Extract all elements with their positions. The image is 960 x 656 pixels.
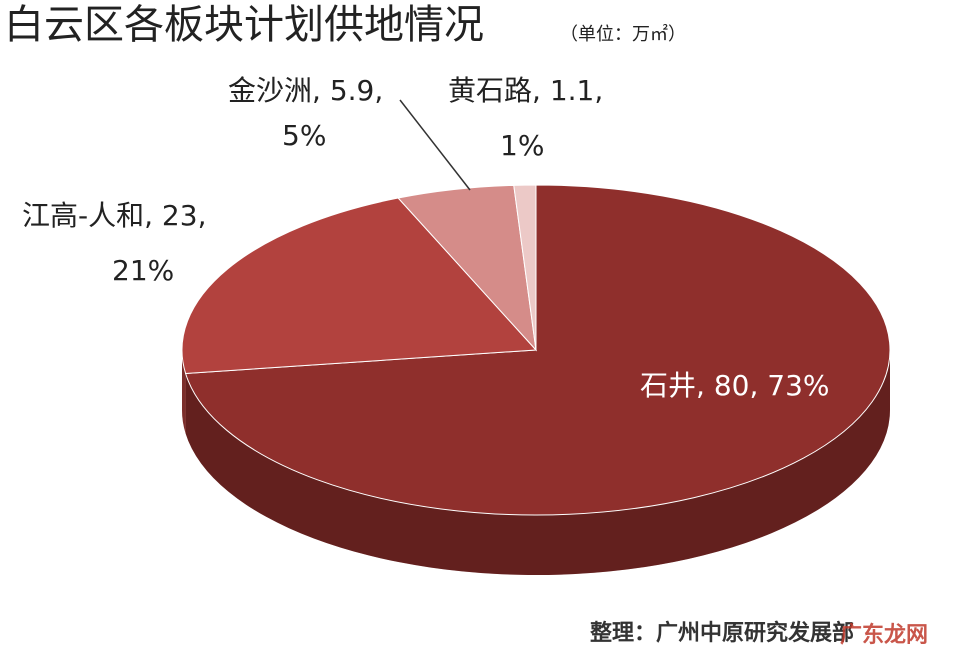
- label-percent: 73%: [767, 369, 829, 402]
- pie-slice: [513, 184, 537, 351]
- label-value: 23: [162, 199, 198, 232]
- pie-side-shade: [185, 350, 891, 576]
- label-separator: ,: [532, 74, 550, 107]
- label-name: 金沙洲: [228, 74, 312, 107]
- label-value: 80: [714, 369, 750, 402]
- labels: 石井, 80, 73% 江高-人和, 23, 21% 金沙洲, 5.9, 5% 黄石路…: [22, 74, 830, 402]
- pie-slice: [184, 184, 891, 516]
- source: 整理：广州中原研究发展部: [590, 620, 854, 646]
- label-value: 1.1: [550, 74, 595, 107]
- label-separator: ,: [696, 369, 714, 402]
- pie-slice: [181, 197, 538, 375]
- pie: [181, 184, 891, 576]
- label-percent: 21%: [112, 254, 174, 287]
- pie-side: [185, 350, 891, 576]
- data-label: 黄石路, 1.1,: [448, 74, 603, 107]
- leader-line: [399, 99, 471, 191]
- chart-title: 白云区各板块计划供地情况: [4, 2, 484, 48]
- label-separator: ,: [594, 74, 603, 107]
- label-name: 黄石路: [448, 74, 532, 107]
- watermark: 广东龙网: [840, 622, 928, 648]
- label-percent: 1%: [500, 129, 544, 162]
- label-separator: ,: [198, 199, 207, 232]
- label-separator: ,: [374, 74, 383, 107]
- label-separator: ,: [144, 199, 162, 232]
- label-percent: 5%: [282, 119, 326, 152]
- data-label: 金沙洲, 5.9,: [228, 74, 383, 107]
- label-name: 江高-人和: [22, 199, 144, 232]
- label-value: 5.9: [330, 74, 375, 107]
- data-label: 石井, 80, 73%: [640, 369, 830, 402]
- label-name: 石井: [640, 369, 696, 402]
- label-separator: ,: [749, 369, 767, 402]
- label-separator: ,: [312, 74, 330, 107]
- chart-subtitle: （单位：万㎡）: [560, 23, 686, 45]
- data-label: 江高-人和, 23,: [22, 199, 206, 232]
